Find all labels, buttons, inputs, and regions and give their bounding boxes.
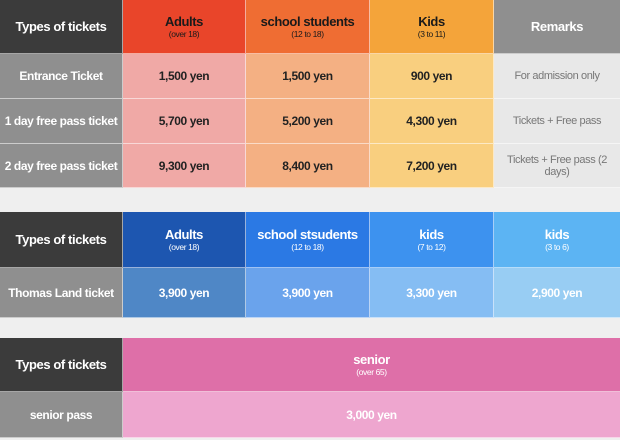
price-cell: 1,500 yen <box>123 54 246 99</box>
thomas-land-ticket-table: Types of tickets Adults (over 18) school… <box>0 212 620 318</box>
header-kids-7-12: kids (7 to 12) <box>370 212 494 268</box>
price-cell: 4,300 yen <box>370 99 494 144</box>
price-cell: 5,200 yen <box>246 99 370 144</box>
row-label: Entrance Ticket <box>0 54 123 99</box>
header-types-of-tickets: Types of tickets <box>0 212 123 268</box>
row-label: senior pass <box>0 392 123 438</box>
header-kids: Kids (3 to 11) <box>370 0 494 54</box>
table-row: 1 day free pass ticket 5,700 yen 5,200 y… <box>0 99 620 144</box>
row-label: 2 day free pass ticket <box>0 144 123 188</box>
row-label: 1 day free pass ticket <box>0 99 123 144</box>
remark-cell: Tickets + Free pass <box>494 99 620 144</box>
table-row: senior pass 3,000 yen <box>0 392 620 438</box>
header-types-of-tickets: Types of tickets <box>0 0 123 54</box>
price-cell: 2,900 yen <box>494 268 620 318</box>
senior-ticket-table: Types of tickets senior (over 65) senior… <box>0 338 620 438</box>
price-cell: 7,200 yen <box>370 144 494 188</box>
table-row: 2 day free pass ticket 9,300 yen 8,400 y… <box>0 144 620 188</box>
header-adults: Adults (over 18) <box>123 0 246 54</box>
table-header-row: Types of tickets Adults (over 18) school… <box>0 0 620 54</box>
header-remarks: Remarks <box>494 0 620 54</box>
price-cell: 8,400 yen <box>246 144 370 188</box>
header-adults: Adults (over 18) <box>123 212 246 268</box>
header-school-students: school students (12 to 18) <box>246 0 370 54</box>
header-types-of-tickets: Types of tickets <box>0 338 123 392</box>
row-label: Thomas Land ticket <box>0 268 123 318</box>
price-cell: 9,300 yen <box>123 144 246 188</box>
table-row: Entrance Ticket 1,500 yen 1,500 yen 900 … <box>0 54 620 99</box>
table-header-row: Types of tickets senior (over 65) <box>0 338 620 392</box>
price-cell: 900 yen <box>370 54 494 99</box>
remark-cell: Tickets + Free pass (2 days) <box>494 144 620 188</box>
price-cell: 3,900 yen <box>246 268 370 318</box>
header-school-students: school stsudents (12 to 18) <box>246 212 370 268</box>
price-cell: 3,300 yen <box>370 268 494 318</box>
table-header-row: Types of tickets Adults (over 18) school… <box>0 212 620 268</box>
header-kids-3-6: kids (3 to 6) <box>494 212 620 268</box>
price-cell: 1,500 yen <box>246 54 370 99</box>
price-cell: 3,000 yen <box>123 392 620 438</box>
header-senior: senior (over 65) <box>123 338 620 392</box>
price-cell: 5,700 yen <box>123 99 246 144</box>
ticket-price-table: Types of tickets Adults (over 18) school… <box>0 0 620 188</box>
price-cell: 3,900 yen <box>123 268 246 318</box>
table-row: Thomas Land ticket 3,900 yen 3,900 yen 3… <box>0 268 620 318</box>
remark-cell: For admission only <box>494 54 620 99</box>
